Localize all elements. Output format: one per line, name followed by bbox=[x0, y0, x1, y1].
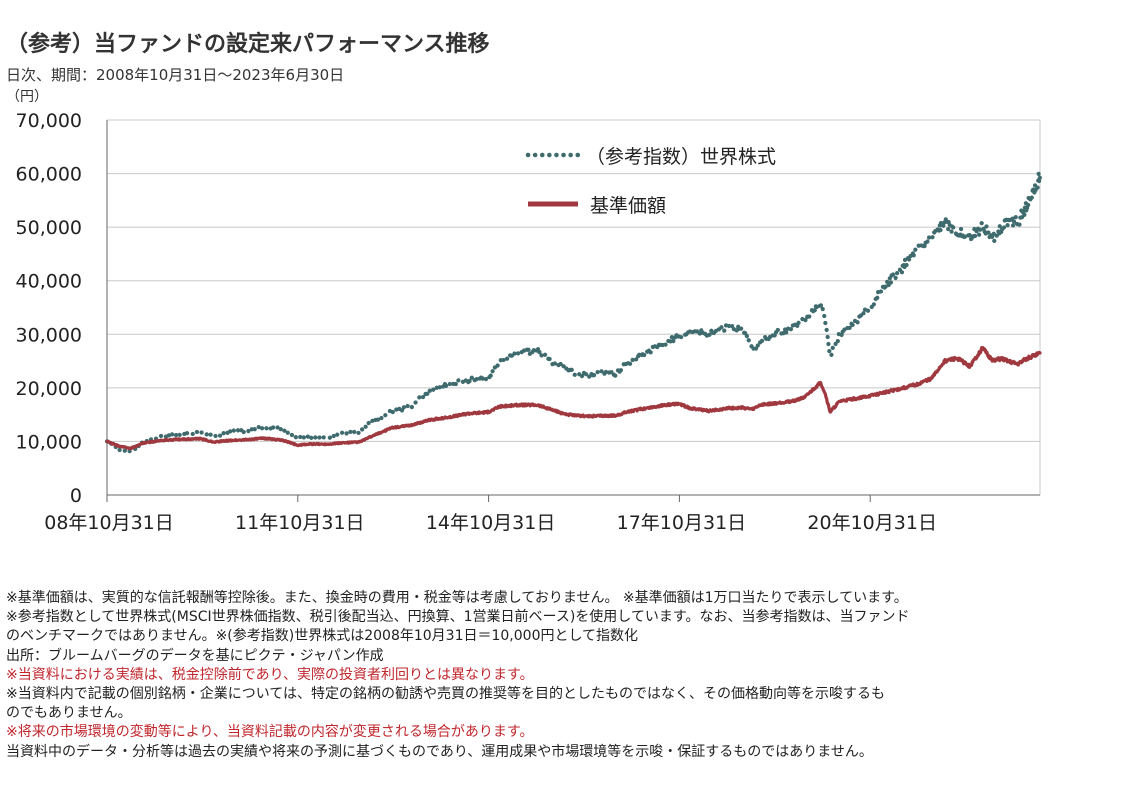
y-tick-label: 20,000 bbox=[16, 378, 82, 400]
x-tick-label: 17年10月31日 bbox=[617, 512, 747, 534]
footnote-warning-line: ※将来の市場環境の変動等により、当資料記載の内容が変更される場合があります。 bbox=[6, 724, 534, 741]
y-tick-label: 30,000 bbox=[16, 324, 82, 346]
series-world-equity-line bbox=[104, 171, 1043, 455]
page-title: （参考）当ファンドの設定来パフォーマンス推移 bbox=[6, 32, 490, 57]
x-axis-tick-labels: 08年10月31日 11年10月31日 14年10月31日 17年10月31日 20年1… bbox=[44, 495, 937, 534]
legend-label-nav: 基準価額 bbox=[590, 195, 666, 217]
x-tick-label: 14年10月31日 bbox=[426, 512, 556, 534]
y-axis-tick-labels: 70,000 60,000 50,000 40,000 30,000 20,000 10,0… bbox=[16, 110, 82, 507]
footnote-line: ※参考指数として世界株式(MSCI世界株価指数、税引後配当込、円換算、1営業日前… bbox=[6, 609, 910, 626]
y-tick-label: 0 bbox=[70, 485, 82, 507]
series-nav-line bbox=[105, 346, 1042, 451]
x-tick-label: 08年10月31日 bbox=[44, 512, 174, 534]
chart-series-layer bbox=[104, 171, 1043, 455]
chart-legend: （参考指数）世界株式 基準価額 bbox=[525, 146, 776, 217]
performance-line-chart: 70,000 60,000 50,000 40,000 30,000 20,000 10,0… bbox=[16, 110, 1043, 534]
y-tick-label: 50,000 bbox=[16, 217, 82, 239]
y-tick-label: 10,000 bbox=[16, 431, 82, 453]
footnotes: ※基準価額は、実質的な信託報酬等控除後。また、換金時の費用・税金等は考慮しており… bbox=[6, 589, 1136, 762]
footnote-line: のベンチマークではありません。※(参考指数)世界株式は2008年10月31日＝1… bbox=[6, 628, 639, 645]
source-line: 出所：ブルームバーグのデータを基にピクテ・ジャパン作成 bbox=[6, 647, 384, 664]
x-tick-label: 11年10月31日 bbox=[235, 512, 365, 534]
y-axis-unit: （円） bbox=[6, 89, 48, 105]
y-tick-label: 70,000 bbox=[16, 110, 82, 132]
footnote-line: 当資料中のデータ・分析等は過去の実績や将来の予測に基づくものであり、運用成果や市… bbox=[6, 743, 873, 760]
period-subtitle: 日次、期間：2008年10月31日～2023年6月30日 bbox=[6, 66, 345, 84]
y-tick-label: 60,000 bbox=[16, 164, 82, 186]
footnote-warning-line: ※当資料における実績は、税金控除前であり、実際の投資者利回りとは異なります。 bbox=[6, 666, 534, 683]
footnote-line: ※当資料内で記載の個別銘柄・企業については、特定の銘柄の勧誘や売買の推奨等を目的… bbox=[6, 686, 886, 703]
footnote-line: ※基準価額は、実質的な信託報酬等控除後。また、換金時の費用・税金等は考慮しており… bbox=[6, 590, 908, 606]
y-tick-label: 40,000 bbox=[16, 271, 82, 293]
x-tick-label: 20年10月31日 bbox=[807, 512, 937, 534]
chart-gridlines bbox=[106, 119, 1041, 496]
footnote-line: のでもありません。 bbox=[6, 705, 132, 722]
legend-label-world-equity: （参考指数）世界株式 bbox=[586, 146, 776, 168]
